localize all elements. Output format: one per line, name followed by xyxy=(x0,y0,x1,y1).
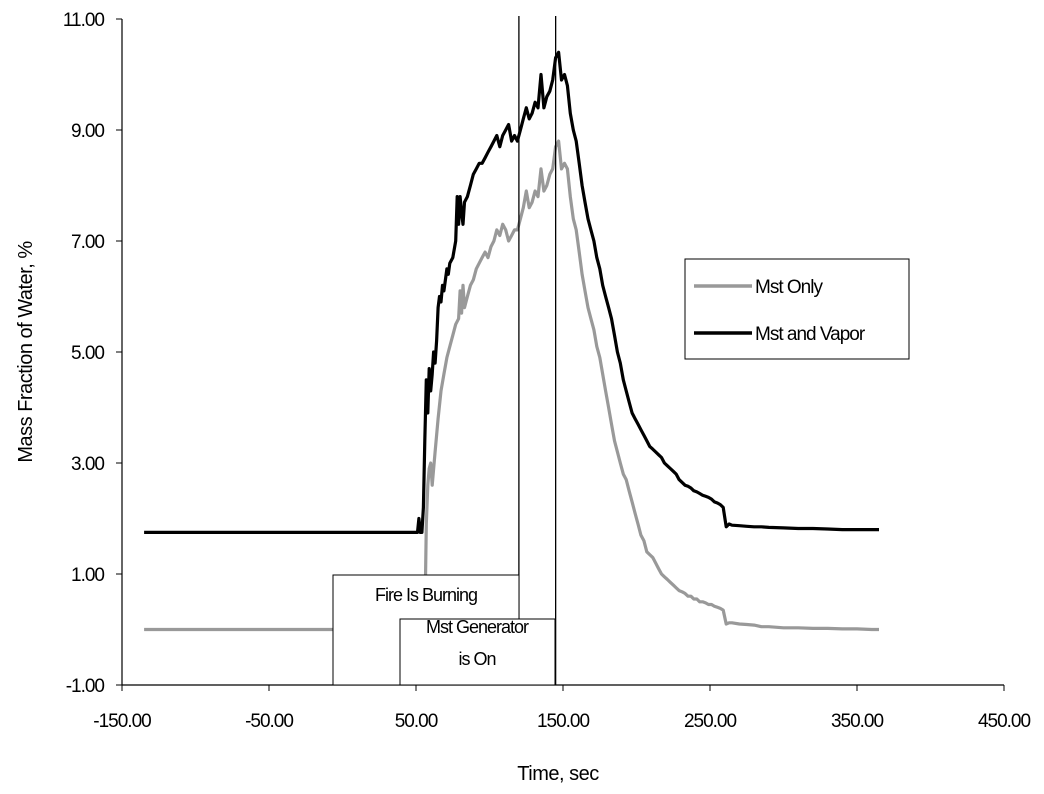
series-line-mst-only xyxy=(144,139,879,632)
x-tick-label: 250.00 xyxy=(684,711,737,732)
y-tick-label: -1.00 xyxy=(66,676,105,697)
x-axis-title: Time, sec xyxy=(517,763,599,785)
x-tick-label: 450.00 xyxy=(978,711,1031,732)
annotation-mist-box: Mst Generator is On xyxy=(399,617,556,686)
marker-layer xyxy=(518,16,557,685)
y-axis-title: Mass Fraction of Water, % xyxy=(15,241,37,463)
legend-label-mst-and-vapor: Mst and Vapor xyxy=(755,324,866,345)
legend-label-mst-only: Mst Only xyxy=(755,277,823,298)
legend-box xyxy=(684,258,910,360)
y-tick-label: 7.00 xyxy=(71,232,104,253)
annotation-mist-rect xyxy=(399,618,556,686)
x-tick-label: 50.00 xyxy=(395,711,438,732)
x-tick-label: -150.00 xyxy=(93,711,151,732)
y-tick-label: 5.00 xyxy=(71,343,104,364)
x-tick-label: -50.00 xyxy=(245,711,293,732)
annotation-fire-text: Fire Is Burning xyxy=(375,585,477,605)
annotation-mist-text-line-1: Mst Generator xyxy=(426,617,529,637)
legend: Mst Only Mst and Vapor xyxy=(684,258,910,360)
y-tick-label: 3.00 xyxy=(71,454,104,475)
annotation-mist-text-line-2: is On xyxy=(458,649,495,669)
y-tick-label: 1.00 xyxy=(71,565,104,586)
tick-layer: -150.00 -50.00 50.00 150.00 250.00 350.00 450.… xyxy=(63,10,1032,732)
x-tick-label: 150.00 xyxy=(537,711,590,732)
x-tick-label: 350.00 xyxy=(831,711,884,732)
series-line-mst-and-vapor xyxy=(144,50,879,534)
y-tick-label: 9.00 xyxy=(71,121,104,142)
series-layer xyxy=(144,50,879,632)
y-tick-label: 11.00 xyxy=(63,10,105,31)
